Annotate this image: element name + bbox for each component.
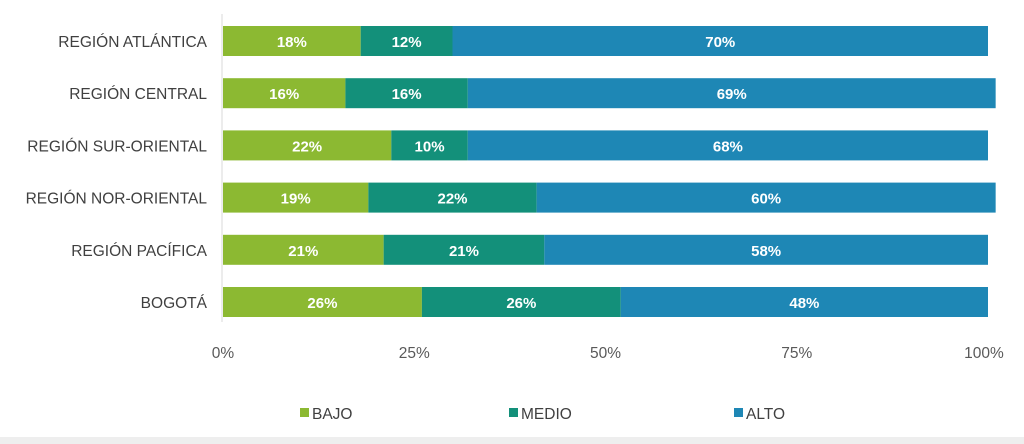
data-label: 16% <box>269 86 299 103</box>
data-label: 10% <box>415 138 445 155</box>
bar-segment-medio <box>360 26 453 56</box>
bar-segment-medio <box>368 182 537 213</box>
category-label: REGIÓN NOR-ORIENTAL <box>26 191 208 208</box>
bar-segment-alto <box>467 130 988 161</box>
bar-segment-medio <box>345 78 468 109</box>
legend-swatch-bajo <box>300 408 309 417</box>
data-label: 70% <box>705 34 735 51</box>
data-label: 21% <box>449 243 479 260</box>
data-label: 68% <box>713 138 743 155</box>
bar-segment-bajo <box>223 26 361 56</box>
data-label: 19% <box>281 191 311 208</box>
bar-segment-alto <box>536 182 996 213</box>
data-label: 18% <box>277 34 307 51</box>
data-label: 12% <box>392 34 422 51</box>
bar-segment-bajo <box>223 130 392 161</box>
bar-segment-alto <box>620 287 988 317</box>
x-tick-label: 100% <box>964 345 1004 362</box>
data-label: 22% <box>292 138 322 155</box>
category-label: REGIÓN ATLÁNTICA <box>58 34 207 51</box>
bar-segment-medio <box>421 287 621 317</box>
data-label: 16% <box>392 86 422 103</box>
data-label: 21% <box>288 243 318 260</box>
category-label: REGIÓN PACÍFICA <box>71 243 207 260</box>
bar-segment-medio <box>383 234 545 265</box>
legend-swatch-alto <box>734 408 743 417</box>
category-label: REGIÓN SUR-ORIENTAL <box>27 138 207 155</box>
bottom-strip <box>0 437 1024 444</box>
data-label: 22% <box>437 191 467 208</box>
legend-label: ALTO <box>746 406 785 423</box>
bar-segment-alto <box>544 234 988 265</box>
x-tick-label: 50% <box>590 345 621 362</box>
bar-segment-alto <box>467 78 996 109</box>
bar-segment-bajo <box>223 78 346 109</box>
bar-segment-bajo <box>223 182 369 213</box>
x-tick-label: 75% <box>781 345 812 362</box>
bar-segment-bajo <box>223 234 384 265</box>
data-label: 26% <box>506 295 536 312</box>
data-label: 69% <box>717 86 747 103</box>
legend-label: BAJO <box>312 406 352 423</box>
bar-segment-medio <box>391 130 468 161</box>
x-tick-label: 25% <box>399 345 430 362</box>
data-label: 60% <box>751 191 781 208</box>
legend-label: MEDIO <box>521 406 572 423</box>
data-label: 26% <box>307 295 337 312</box>
bar-segment-bajo <box>223 287 422 317</box>
data-label: 58% <box>751 243 781 260</box>
x-tick-label: 0% <box>212 345 235 362</box>
legend-swatch-medio <box>509 408 518 417</box>
data-label: 48% <box>789 295 819 312</box>
category-label: REGIÓN CENTRAL <box>69 86 207 103</box>
category-label: BOGOTÁ <box>141 295 208 312</box>
bar-segment-alto <box>452 26 988 56</box>
